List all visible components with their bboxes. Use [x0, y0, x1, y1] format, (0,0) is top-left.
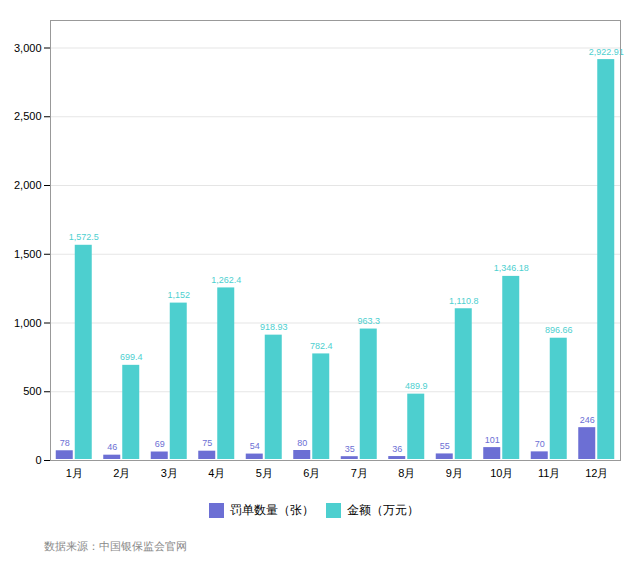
svg-text:11月: 11月 [538, 467, 560, 479]
svg-text:963.3: 963.3 [357, 316, 380, 326]
svg-text:782.4: 782.4 [310, 341, 333, 351]
svg-text:35: 35 [345, 444, 355, 454]
svg-text:2,922.91: 2,922.91 [589, 47, 624, 57]
svg-text:918.93: 918.93 [260, 322, 288, 332]
svg-text:12月: 12月 [585, 467, 608, 479]
svg-text:8月: 8月 [398, 467, 415, 479]
html-text:金额（万元）: 金额（万元） [347, 503, 419, 517]
svg-text:3,000: 3,000 [14, 42, 42, 54]
svg-text:55: 55 [440, 441, 450, 451]
svg-text:2,500: 2,500 [14, 110, 42, 122]
svg-text:1,152: 1,152 [167, 290, 190, 300]
svg-text:6月: 6月 [303, 467, 320, 479]
html-text:数据来源：中国银保监会官网: 数据来源：中国银保监会官网 [44, 540, 187, 552]
svg-text:1,346.18: 1,346.18 [494, 263, 529, 273]
svg-text:1,500: 1,500 [14, 248, 42, 260]
svg-text:78: 78 [60, 438, 70, 448]
svg-text:101: 101 [485, 435, 500, 445]
svg-text:1,572.5: 1,572.5 [69, 232, 99, 242]
svg-text:896.66: 896.66 [545, 325, 573, 335]
svg-text:54: 54 [250, 441, 260, 451]
svg-text:70: 70 [535, 439, 545, 449]
svg-text:699.4: 699.4 [120, 352, 143, 362]
svg-text:1,262.4: 1,262.4 [211, 275, 241, 285]
svg-text:2月: 2月 [113, 467, 130, 479]
svg-text:1,110.8: 1,110.8 [449, 296, 478, 306]
svg-text:1,000: 1,000 [14, 317, 42, 329]
html-text:罚单数量（张）: 罚单数量（张） [230, 503, 314, 517]
svg-text:1月: 1月 [66, 467, 83, 479]
svg-text:3月: 3月 [161, 467, 178, 479]
svg-text:80: 80 [297, 438, 307, 448]
svg-text:9月: 9月 [446, 467, 463, 479]
svg-text:500: 500 [23, 385, 41, 397]
svg-text:36: 36 [392, 444, 402, 454]
svg-text:10月: 10月 [490, 467, 513, 479]
svg-text:2,000: 2,000 [14, 179, 42, 191]
svg-text:5月: 5月 [256, 467, 273, 479]
svg-text:75: 75 [202, 438, 212, 448]
svg-text:489.9: 489.9 [405, 381, 428, 391]
svg-text:69: 69 [155, 439, 165, 449]
svg-text:7月: 7月 [351, 467, 368, 479]
svg-text:246: 246 [580, 415, 595, 425]
svg-text:0: 0 [35, 454, 41, 466]
svg-text:46: 46 [107, 442, 117, 452]
svg-text:4月: 4月 [208, 467, 225, 479]
